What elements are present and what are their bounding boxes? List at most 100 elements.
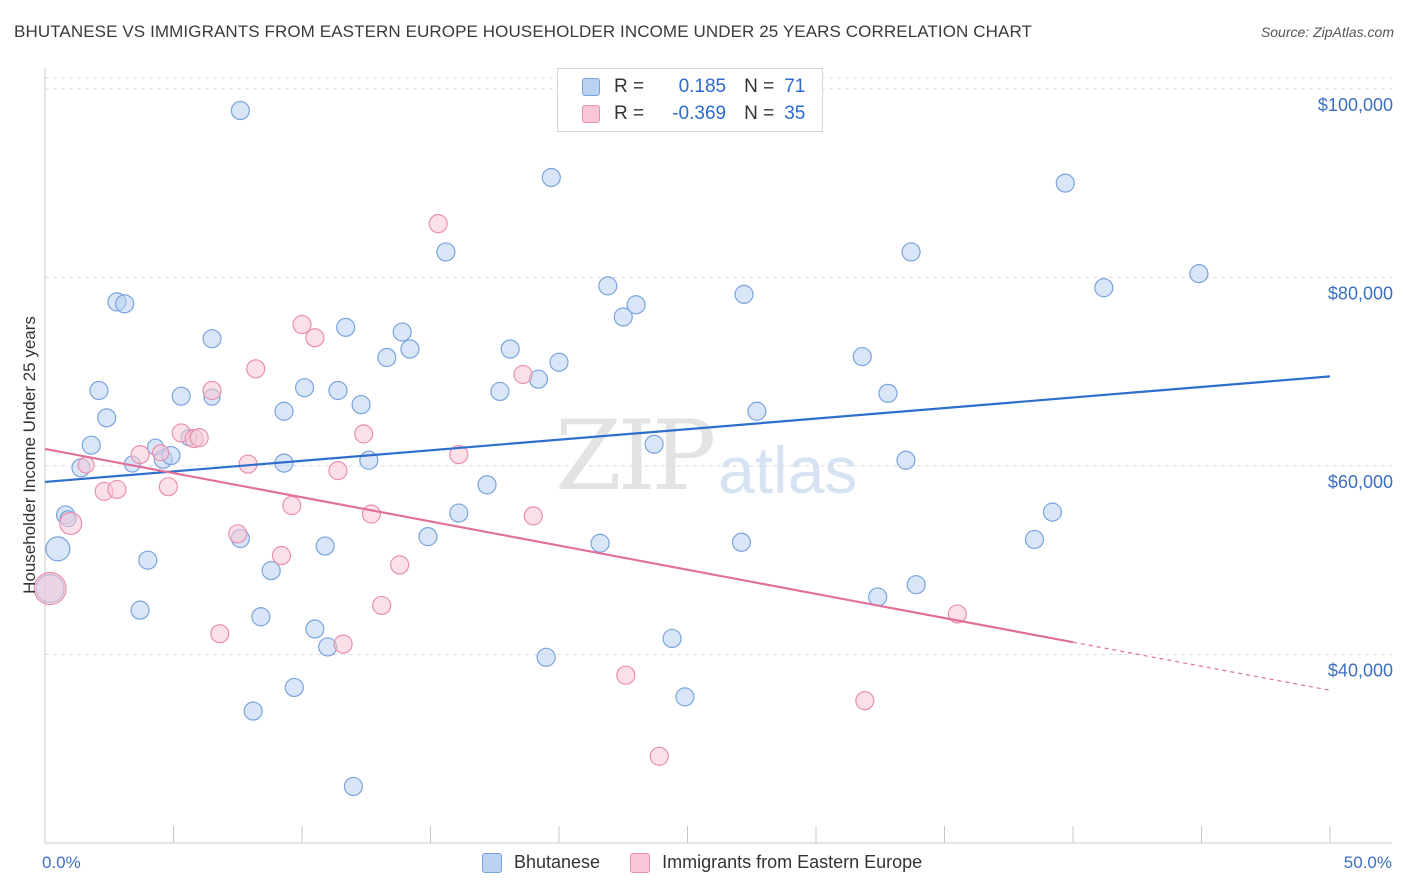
bhutanese-point <box>315 536 335 556</box>
legend-r-label: R = <box>614 103 645 124</box>
eastern-europe-point <box>152 444 170 462</box>
y-tick-label: $100,000 <box>1318 95 1393 115</box>
bhutanese-point <box>115 294 135 314</box>
eastern-europe-point <box>59 511 83 536</box>
eastern-europe-point <box>189 428 209 448</box>
bhutanese-point <box>590 533 610 553</box>
bhutanese-point <box>418 527 438 547</box>
eastern-europe-point <box>282 495 302 516</box>
legend-label: Bhutanese <box>514 852 601 872</box>
bhutanese-point <box>734 284 754 304</box>
bhutanese-point <box>251 607 271 627</box>
bhutanese-point <box>1042 502 1063 522</box>
bhutanese-point <box>626 295 646 315</box>
bhutanese-point <box>477 475 497 495</box>
eastern-europe-point <box>202 380 222 401</box>
bhutanese-point <box>89 380 109 401</box>
bhutanese-point <box>343 776 363 797</box>
eastern-europe-point <box>271 545 292 566</box>
bhutanese-point <box>896 450 916 470</box>
bhutanese-point <box>852 346 872 367</box>
y-tick-label: $60,000 <box>1328 472 1393 492</box>
bhutanese-point <box>549 352 569 372</box>
eastern-europe-point <box>210 624 230 644</box>
watermark-atlas: atlas <box>718 433 858 507</box>
eastern-europe-point <box>130 445 150 465</box>
bhutanese-point <box>202 329 222 349</box>
eastern-europe-point <box>449 445 469 465</box>
bhutanese-point <box>130 600 150 620</box>
bhutanese-point <box>541 167 561 188</box>
eastern-europe-point <box>390 555 410 575</box>
bhutanese-point <box>747 401 767 421</box>
y-tick-label: $40,000 <box>1328 660 1393 680</box>
eastern-europe-point <box>947 604 967 624</box>
legend-r-label: R = <box>614 76 645 97</box>
eastern-europe-point <box>616 665 636 685</box>
bhutanese-point <box>328 380 348 401</box>
bhutanese-point <box>97 408 117 428</box>
eastern-europe-point <box>855 691 875 711</box>
eastern-europe-point <box>158 477 178 497</box>
eastern-europe-point <box>107 479 127 500</box>
bhutanese-point <box>243 701 263 721</box>
watermark-zip: ZIP <box>555 400 716 512</box>
eastern-europe-point <box>372 595 392 616</box>
eastern-europe-point <box>428 214 448 234</box>
bhutanese-point <box>294 378 315 398</box>
bhutanese-point <box>1189 264 1209 284</box>
bhutanese-point <box>906 575 926 595</box>
legend-swatch-blue <box>582 78 600 96</box>
legend-item-eastern-europe[interactable]: Immigrants from Eastern Europe <box>630 852 922 873</box>
eastern-europe-point <box>33 571 67 606</box>
eastern-europe-point <box>328 461 348 481</box>
bhutanese-point <box>261 560 281 581</box>
bhutanese-point <box>351 395 371 415</box>
legend-row-eastern-europe: R = -0.369 N = 35 <box>582 102 805 126</box>
legend-swatch-pink <box>582 105 600 123</box>
eastern-europe-point <box>292 314 312 335</box>
legend-n-value: 35 <box>784 103 806 124</box>
bhutanese-point <box>1024 529 1045 550</box>
bhutanese-point <box>336 317 356 337</box>
eastern-europe-point <box>77 456 95 474</box>
bhutanese-point <box>138 550 158 570</box>
eastern-europe-point <box>228 524 248 544</box>
eastern-europe-point <box>649 746 669 766</box>
bhutanese-point <box>731 532 752 552</box>
eastern-europe-point <box>354 424 374 444</box>
bhutanese-point <box>675 687 695 707</box>
bhutanese-point <box>305 619 325 639</box>
x-tick-label-min: 0.0% <box>42 853 81 872</box>
bhutanese-point <box>81 435 101 455</box>
bhutanese-point <box>500 339 520 359</box>
bhutanese-point <box>1055 173 1075 193</box>
eastern-europe-point <box>513 364 533 385</box>
bhutanese-point <box>377 347 397 368</box>
chart-title: BHUTANESE VS IMMIGRANTS FROM EASTERN EUR… <box>14 22 1033 41</box>
series-legend: Bhutanese Immigrants from Eastern Europe <box>482 852 952 873</box>
bhutanese-point <box>400 339 420 359</box>
eastern-europe-trend-line <box>44 447 1074 644</box>
legend-swatch-pink <box>630 852 651 873</box>
bhutanese-point <box>230 100 250 121</box>
bhutanese-point <box>490 381 510 402</box>
legend-item-bhutanese[interactable]: Bhutanese <box>482 852 600 873</box>
eastern-europe-trend-extension <box>1072 641 1331 691</box>
bhutanese-point <box>284 677 304 698</box>
legend-n-label: N = <box>744 76 775 97</box>
legend-n-label: N = <box>744 103 775 124</box>
correlation-legend: R = 0.185 N = 71 R = -0.369 N = 35 <box>557 68 823 132</box>
legend-n-value: 71 <box>784 76 806 97</box>
bhutanese-point <box>613 307 633 327</box>
y-axis-label: Householder Income Under 25 years <box>20 316 39 594</box>
bhutanese-point <box>536 647 556 667</box>
bhutanese-point <box>392 322 412 342</box>
bhutanese-point <box>662 628 682 649</box>
bhutanese-point <box>274 401 294 421</box>
bhutanese-point <box>449 503 469 523</box>
bhutanese-point <box>1094 278 1114 298</box>
bhutanese-trend-line <box>44 375 1331 484</box>
legend-row-bhutanese: R = 0.185 N = 71 <box>582 75 805 99</box>
